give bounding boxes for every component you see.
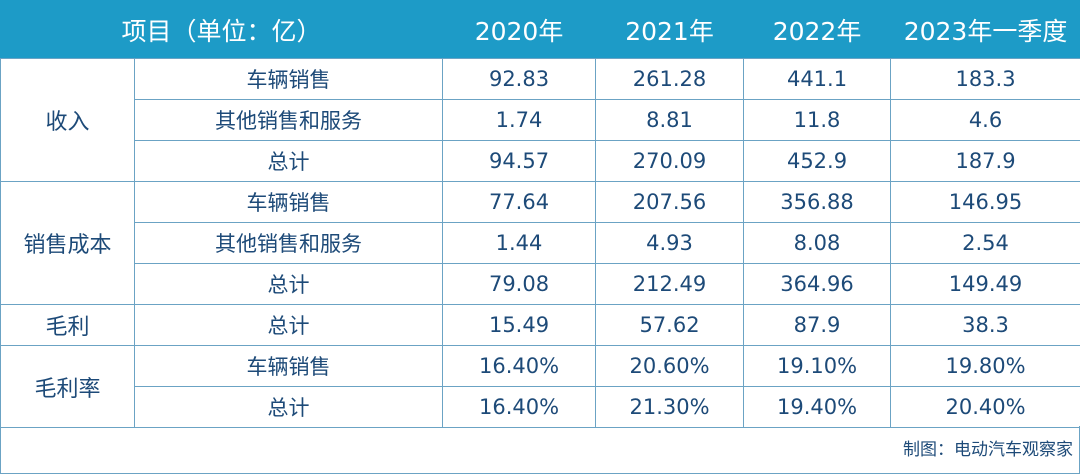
table-cell: 356.88 [743,181,892,223]
table-row: 总计 94.57 270.09 452.9 187.9 [1,140,1080,182]
table-cell: 146.95 [890,181,1080,223]
table-row: 总计 16.40% 21.30% 19.40% 20.40% [1,386,1080,428]
table-cell: 87.9 [743,304,892,346]
table-cell: 38.3 [890,304,1080,346]
table-cell: 19.10% [743,345,892,387]
table-cell: 2.54 [890,222,1080,264]
table-row: 其他销售和服务 1.44 4.93 8.08 2.54 [1,222,1080,264]
table-cell: 16.40% [442,386,597,428]
row-label: 总计 [133,304,444,346]
table-cell: 11.8 [743,99,892,141]
table-cell: 270.09 [595,140,745,182]
row-label: 其他销售和服务 [133,222,444,264]
table-row: 毛利 总计 15.49 57.62 87.9 38.3 [0,304,1080,346]
table-cell: 19.40% [743,386,892,428]
header-year-2021: 2021年 [595,0,745,59]
financial-table: 项目（单位：亿） 2020年 2021年 2022年 2023年一季度 收入 车… [0,0,1080,428]
table-cell: 441.1 [743,58,892,100]
table-cell: 1.44 [442,222,597,264]
row-label: 总计 [133,386,444,428]
row-label: 车辆销售 [133,181,444,223]
table-cell: 183.3 [890,58,1080,100]
table-cell: 212.49 [595,263,745,305]
table-cell: 364.96 [743,263,892,305]
table-row: 销售成本 车辆销售 77.64 207.56 356.88 146.95 [0,181,1080,305]
row-label: 车辆销售 [133,58,444,100]
table-cell: 4.6 [890,99,1080,141]
header-item-label: 项目（单位：亿） [0,0,444,59]
header-2023-q1: 2023年一季度 [890,0,1080,59]
credit-text: 制图：电动汽车观察家 [903,440,1073,460]
header-row: 项目（单位：亿） 2020年 2021年 2022年 2023年一季度 [0,0,1080,59]
table-cell: 20.60% [595,345,745,387]
group-label-gross-profit: 毛利 [0,304,135,346]
table-cell: 77.64 [442,181,597,223]
header-year-2022: 2022年 [743,0,892,59]
header-year-2020: 2020年 [442,0,597,59]
row-label: 总计 [133,140,444,182]
table-cell: 94.57 [442,140,597,182]
table-cell: 452.9 [743,140,892,182]
table-cell: 207.56 [595,181,745,223]
group-label-gross-margin: 毛利率 [0,345,135,428]
table-cell: 1.74 [442,99,597,141]
table-cell: 8.08 [743,222,892,264]
table-row: 收入 车辆销售 92.83 261.28 441.1 183.3 [0,58,1080,182]
table-cell: 16.40% [442,345,597,387]
table-row: 其他销售和服务 1.74 8.81 11.8 4.6 [1,99,1080,141]
group-label-cost-of-sales: 销售成本 [0,181,135,305]
table-cell: 79.08 [442,263,597,305]
footer-credit: 制图：电动汽车观察家 [0,426,1080,474]
table-cell: 149.49 [890,263,1080,305]
table-cell: 92.83 [442,58,597,100]
table-row: 毛利率 车辆销售 16.40% 20.60% 19.10% 19.80% [0,345,1080,428]
table-cell: 8.81 [595,99,745,141]
table-cell: 15.49 [442,304,597,346]
table-cell: 187.9 [890,140,1080,182]
row-label: 总计 [133,263,444,305]
table-cell: 57.62 [595,304,745,346]
row-label: 其他销售和服务 [133,99,444,141]
table-cell: 21.30% [595,386,745,428]
table-row: 总计 79.08 212.49 364.96 149.49 [1,263,1080,305]
group-label-revenue: 收入 [0,58,135,182]
row-label: 车辆销售 [133,345,444,387]
table-cell: 20.40% [890,386,1080,428]
table-cell: 4.93 [595,222,745,264]
table-cell: 19.80% [890,345,1080,387]
table-cell: 261.28 [595,58,745,100]
